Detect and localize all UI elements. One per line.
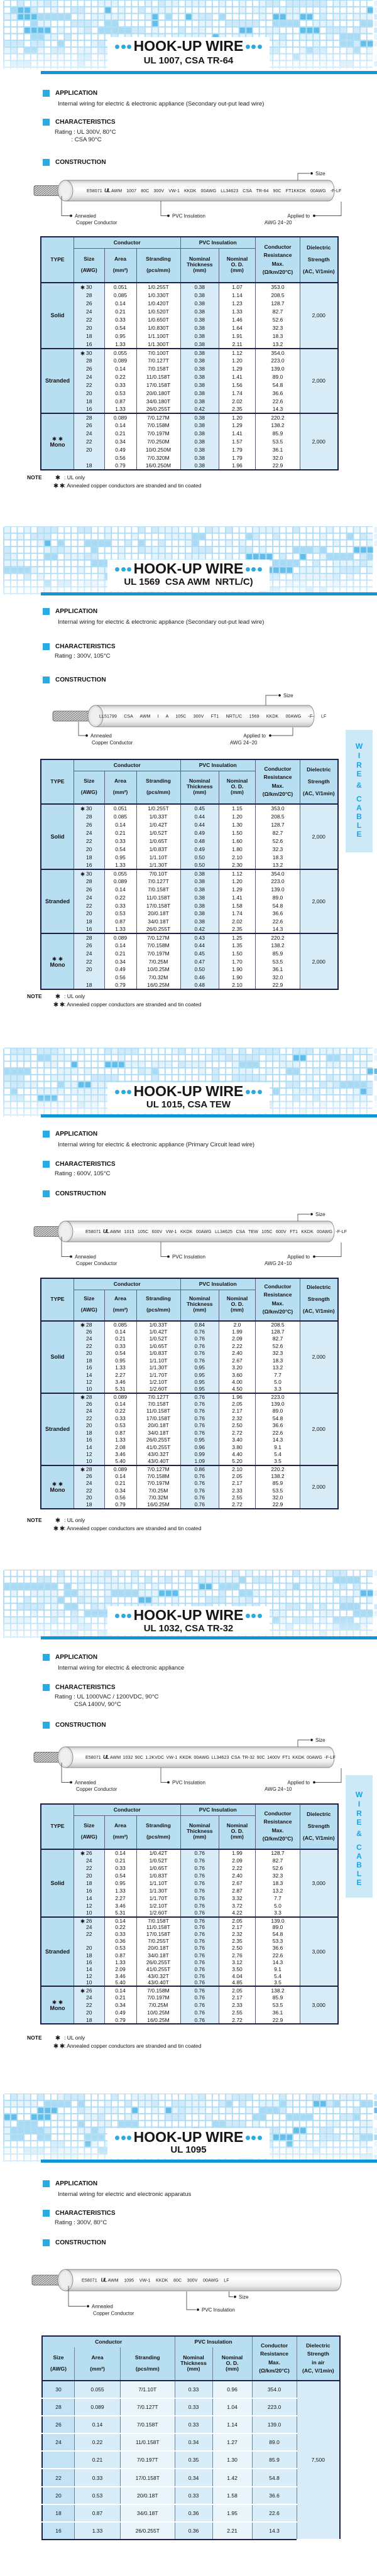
svg-text:AWM 1015 105C 600V VW-1 KKDK 0: AWM 1015 105C 600V VW-1 KKDK 00AWG LL346…: [110, 1230, 347, 1234]
svg-text:AWG 24~20: AWG 24~20: [230, 740, 258, 746]
svg-text:AWG 24~10: AWG 24~10: [265, 1261, 292, 1266]
svg-text:E58071: E58071: [87, 189, 102, 193]
svg-text:E58071: E58071: [82, 2278, 97, 2283]
svg-text:Annealed: Annealed: [75, 1780, 96, 1786]
svg-text:UL: UL: [104, 188, 111, 193]
svg-text:LL51799 CSA AWM I A 105C 300: LL51799 CSA AWM I A 105C 300V FT1 NRTL/C…: [99, 714, 326, 719]
svg-text:AWG 24~10: AWG 24~10: [265, 1786, 292, 1792]
svg-text:AWG 24~20: AWG 24~20: [265, 220, 292, 226]
svg-text:UL: UL: [101, 2278, 107, 2283]
svg-text:E58071: E58071: [85, 1756, 101, 1760]
svg-text:Applied to: Applied to: [287, 214, 310, 219]
svg-text:Annealed: Annealed: [75, 1254, 96, 1260]
svg-text:Annealed: Annealed: [75, 214, 96, 219]
svg-text:Size: Size: [315, 1212, 325, 1217]
svg-text:UL: UL: [103, 1754, 109, 1760]
svg-text:Copper Conductor: Copper Conductor: [76, 1786, 117, 1792]
svg-text:Copper Conductor: Copper Conductor: [76, 1261, 117, 1266]
svg-text:Copper Conductor: Copper Conductor: [76, 220, 117, 226]
svg-text:Applied to: Applied to: [243, 733, 266, 739]
svg-text:PVC Insulation: PVC Insulation: [202, 2307, 235, 2313]
svg-text:UL: UL: [103, 1229, 109, 1234]
svg-text:Copper Conductor: Copper Conductor: [93, 2311, 134, 2317]
svg-text:Applied to: Applied to: [287, 1780, 310, 1786]
svg-text:Annealed: Annealed: [90, 733, 112, 739]
svg-text:Size: Size: [315, 1737, 325, 1743]
svg-text:Size: Size: [283, 693, 293, 698]
svg-text:AWM 1095 VW-1 KKDK 80C 300V 00: AWM 1095 VW-1 KKDK 80C 300V 00AWG LF: [108, 2278, 229, 2283]
svg-text:AWM 1032 90C 1.2KVDC VW-1 KKDK: AWM 1032 90C 1.2KVDC VW-1 KKDK 00AWG LL3…: [110, 1756, 336, 1760]
svg-text:Applied to: Applied to: [287, 1254, 310, 1260]
svg-text:E58071: E58071: [85, 1230, 101, 1234]
svg-text:Size: Size: [315, 171, 325, 177]
svg-text:PVC Insulation: PVC Insulation: [172, 1254, 205, 1260]
svg-text:Size: Size: [239, 2295, 249, 2300]
svg-text:Copper Conductor: Copper Conductor: [92, 740, 133, 746]
svg-text:PVC Insulation: PVC Insulation: [172, 1780, 205, 1786]
svg-text:Annealed: Annealed: [92, 2304, 113, 2310]
svg-text:AWM 1007 80C 300V VW-1 KKDK 00: AWM 1007 80C 300V VW-1 KKDK 00AWG LL3462…: [111, 189, 341, 193]
svg-text:PVC Insulation: PVC Insulation: [172, 214, 205, 219]
